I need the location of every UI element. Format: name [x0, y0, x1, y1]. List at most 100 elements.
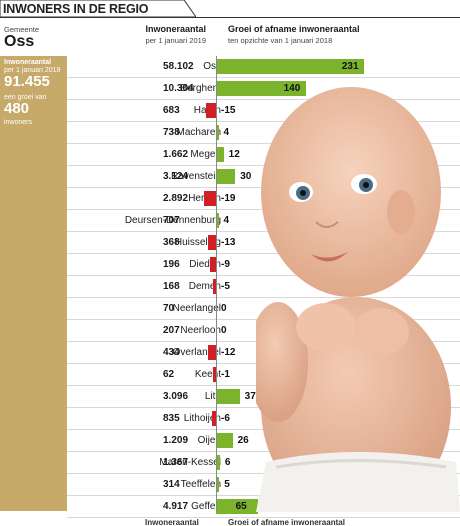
bar-data-label: 0 [221, 303, 227, 314]
row-inwoners-value: 168 [163, 281, 180, 292]
summary-inwoners-sub: per 1 januari 2019 [4, 67, 61, 74]
row-name: Huisseling [174, 237, 221, 248]
summary-groei-label: een groei van [4, 94, 47, 101]
column-inwoners-title: Inwoneraantal [145, 24, 206, 34]
row-inwoners-value: 707 [163, 215, 180, 226]
bar [203, 191, 216, 206]
table-row: Haren683-15 [67, 100, 460, 122]
bar-data-label: 4 [223, 215, 230, 226]
row-inwoners-value: 2.892 [163, 193, 189, 204]
zero-axis-line [216, 56, 217, 511]
footer-groei-title: Groei of afname inwoneraantal [228, 518, 345, 526]
baby-photo [256, 87, 460, 512]
row-name: Keent [194, 369, 221, 380]
bar [212, 411, 216, 426]
summary-inwoners-label: Inwoneraantal [4, 59, 52, 66]
banner: INWONERS IN DE REGIO [0, 0, 196, 18]
bar-data-label: -12 [221, 347, 236, 358]
row-name: Berghem [180, 83, 221, 94]
bar [216, 389, 240, 404]
bar-data-label: -1 [221, 369, 230, 380]
row-name: Geffen [191, 501, 221, 512]
row-name: Dieden [189, 259, 221, 270]
row-name: Macharen [176, 127, 221, 138]
row-inwoners-value: 683 [163, 105, 180, 116]
bar [216, 213, 219, 228]
bar-data-label: -5 [221, 281, 230, 292]
bar [210, 257, 216, 272]
bar [216, 433, 233, 448]
row-name: Neerlangel [172, 303, 221, 314]
table-row: Deursen-Dennenburg 707 4 [67, 210, 460, 232]
table-row: Demen 168 -5 [67, 276, 460, 298]
table-row: Dieden 196 -9 [67, 254, 460, 276]
row-name: Demen [188, 281, 221, 292]
row-inwoners-value: 207 [163, 325, 180, 336]
bar [212, 279, 216, 294]
row-inwoners-value: 738 [163, 127, 180, 138]
column-groei-title: Groei of afname inwoneraantal [228, 24, 360, 34]
bar [216, 477, 220, 492]
row-inwoners-value: 196 [163, 259, 180, 270]
row-inwoners-value: 10.304 [163, 83, 194, 94]
row-inwoners-value: 3.124 [163, 171, 189, 182]
summary-sidebar: Inwoneraantal per 1 januari 2019 91.455 … [0, 56, 67, 511]
row-name: Teeffelen [180, 479, 221, 490]
summary-inwoners-value: 91.455 [4, 73, 50, 90]
bar-data-label: 0 [221, 325, 227, 336]
bar-data-label: -15 [221, 105, 236, 116]
bar-data-label: -9 [221, 259, 230, 270]
bar-data-label: 65 [235, 501, 247, 512]
bar [216, 59, 364, 74]
table-row: Megen 1.662 12 [67, 144, 460, 166]
row-inwoners-value: 4.917 [163, 501, 189, 512]
table-row: Geffen 4.917 65 [67, 496, 460, 518]
bar [216, 499, 258, 514]
row-inwoners-value: 1.662 [163, 149, 189, 160]
bar-data-label: 140 [283, 83, 301, 94]
bar-data-label: 231 [341, 61, 359, 72]
row-inwoners-value: 3.096 [163, 391, 189, 402]
row-name: Megen [190, 149, 221, 160]
row-inwoners-value: 835 [163, 413, 180, 424]
bar-data-label: -6 [221, 413, 230, 424]
row-name: Neerloon [180, 325, 221, 336]
table-row: Oss 58.102 231 [67, 56, 460, 78]
bar-data-label: 30 [240, 171, 252, 182]
row-name: Lithoijen [183, 413, 221, 424]
column-groei-subtitle: ten opzichte van 1 januari 2018 [228, 36, 333, 45]
bar [216, 169, 236, 184]
bar-data-label: 6 [224, 457, 231, 468]
row-inwoners-value: 70 [163, 303, 175, 314]
row-inwoners-value: 314 [163, 479, 180, 490]
row-inwoners-value: 1.209 [163, 435, 189, 446]
row-name: Deursen-Dennenburg [124, 215, 221, 226]
bar [216, 147, 224, 162]
bar-data-label: 4 [223, 127, 230, 138]
row-name: Lith [204, 391, 221, 402]
row-inwoners-value: 62 [163, 369, 175, 380]
bar [216, 81, 306, 96]
footer-repeat-header: Inwoneraantal Groei of afname inwoneraan… [0, 516, 460, 526]
table-row: Huisseling 368 -13 [67, 232, 460, 254]
footer-inwoners-title: Inwoneraantal [145, 518, 199, 526]
row-inwoners-value: 434 [163, 347, 180, 358]
bar-data-label: 26 [237, 435, 249, 446]
row-inwoners-value: 1.367 [163, 457, 189, 468]
row-inwoners-value: 58.102 [163, 61, 194, 72]
banner-title: INWONERS IN DE REGIO [3, 2, 149, 16]
table-row: Oijen 1.209 26 [67, 430, 460, 452]
bar [206, 103, 216, 118]
column-inwoners-subtitle: per 1 januari 2019 [145, 36, 206, 45]
bar [207, 235, 216, 250]
bar-data-label: -19 [221, 193, 236, 204]
table-row: Macharen 738 4 [67, 122, 460, 144]
bar [216, 125, 219, 140]
gemeente-label: Gemeente [4, 25, 40, 34]
bar-data-label: 37 [244, 391, 256, 402]
row-name: Oijen [197, 435, 221, 446]
row-name: Overlangel [172, 347, 221, 358]
summary-groei-value: 480 [4, 100, 30, 117]
bar-data-label: 5 [224, 479, 230, 490]
bar [213, 367, 216, 382]
